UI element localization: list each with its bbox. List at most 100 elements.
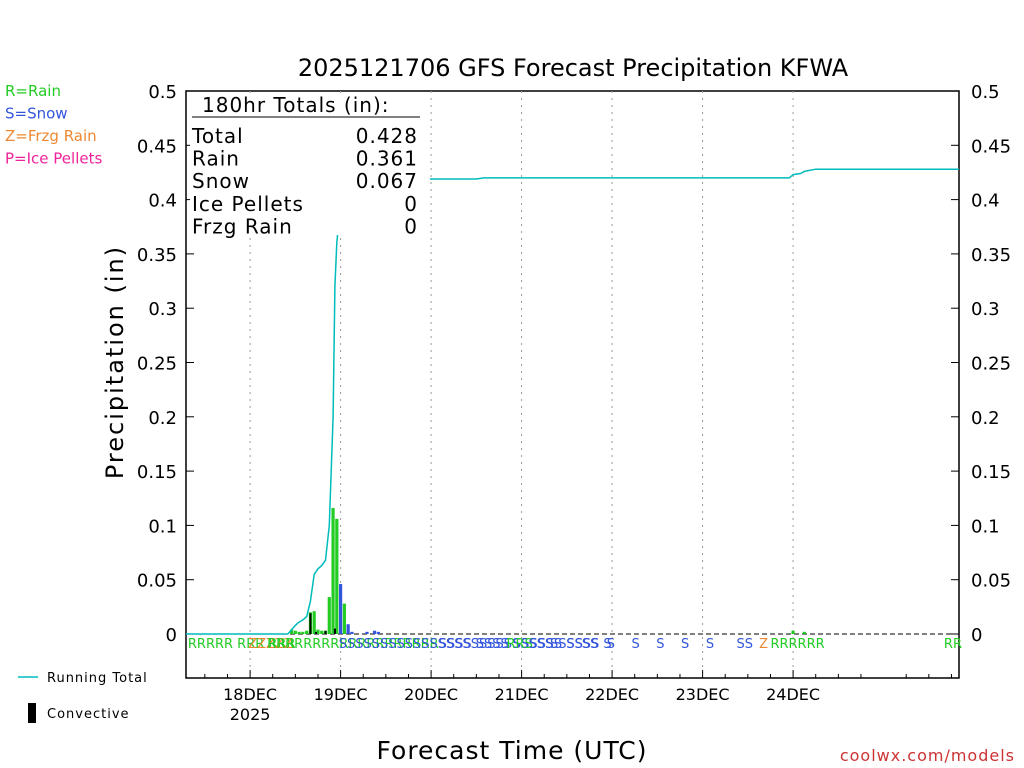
precip-bar xyxy=(301,631,305,634)
y-tick-label: 0 xyxy=(971,625,982,646)
precip-type-letters: RRRRRRRRRRRRRRRRRRR xyxy=(267,637,439,652)
totals-value: 0.428 xyxy=(356,124,418,148)
precip-type-letters: RRRRRR xyxy=(770,637,824,652)
precip-bar xyxy=(297,631,301,634)
y-tick-label: 0.25 xyxy=(971,354,1011,375)
x-tick-label: 19DEC xyxy=(314,685,368,704)
chart-title: 2025121706 GFS Forecast Precipitation KF… xyxy=(298,54,849,82)
running-total-line xyxy=(186,168,959,635)
precip-bar xyxy=(342,603,346,634)
y-tick-label: 0.15 xyxy=(137,462,177,483)
precip-type-letters: ZZZZZ xyxy=(248,637,293,652)
precip-bar xyxy=(365,631,369,634)
series-legend: Running Total Convective xyxy=(18,671,148,723)
y-tick-label: 0.1 xyxy=(971,516,1000,537)
y-tick-label: 0.5 xyxy=(148,82,177,103)
totals-label: Total xyxy=(191,124,244,148)
precip-bar xyxy=(293,630,297,634)
totals-value: 0.067 xyxy=(356,169,418,193)
y-axis-label: Precipitation (in) xyxy=(101,245,129,479)
convective-bar xyxy=(333,628,336,634)
legend-entry: P=Ice Pellets xyxy=(5,150,102,168)
precip-type-letters: SSSSSSSSSSSSSSSSSSSSSSSSSS xyxy=(339,637,554,652)
precip-type-letters: SS xyxy=(737,637,754,652)
precip-type-letters: SSSS SSSS S xyxy=(529,637,612,652)
precip-bar xyxy=(305,630,309,634)
precip-bar xyxy=(791,630,795,634)
convective-bar xyxy=(309,613,312,634)
y-tick-label: 0.1 xyxy=(148,516,177,537)
y-tick-label: 0.05 xyxy=(971,571,1011,592)
y-tick-label: 0.45 xyxy=(137,136,177,157)
precip-bar xyxy=(331,508,335,634)
legend-entry: R=Rain xyxy=(5,82,61,100)
precip-bar xyxy=(802,631,806,634)
precip-bar xyxy=(320,630,324,634)
precip-bar xyxy=(339,584,343,634)
precip-type-letters: SSSS SSSS SSSS SSSS xyxy=(439,637,583,652)
precip-bar xyxy=(316,629,320,634)
x-tick-label: 24DEC xyxy=(766,685,820,704)
y-tick-label: 0.35 xyxy=(971,245,1011,266)
convective-bar xyxy=(315,631,318,634)
precip-bar xyxy=(335,518,339,634)
y-tick-label: 0.15 xyxy=(971,462,1011,483)
precip-bar xyxy=(312,611,316,634)
precip-type-letters: RR xyxy=(944,637,962,652)
convective-swatch xyxy=(28,703,36,723)
x-tick-label: 18DEC xyxy=(223,685,277,704)
x-tick-label: 20DEC xyxy=(404,685,458,704)
totals-value: 0 xyxy=(404,192,418,216)
y-tick-label: 0 xyxy=(166,625,177,646)
legend-convective: Convective xyxy=(47,707,130,722)
y-tick-label: 0.5 xyxy=(971,82,1000,103)
totals-label: Ice Pellets xyxy=(192,192,304,216)
precip-type-legend: R=Rain S=Snow Z=Frzg Rain P=Ice Pellets xyxy=(5,82,102,168)
precip-bar xyxy=(350,631,354,634)
totals-header: 180hr Totals (in): xyxy=(202,93,390,117)
legend-entry: S=Snow xyxy=(5,105,68,123)
plot-frame xyxy=(185,90,960,679)
y-axis-right: 0 0.05 0.1 0.15 0.2 0.25 0.3 0.35 0.4 0.45 0.5 xyxy=(951,82,1011,646)
precip-bar xyxy=(289,629,294,634)
convective-bar xyxy=(324,630,327,634)
credit-text: coolwx.com/models xyxy=(840,746,1015,765)
x-axis-label: Forecast Time (UTC) xyxy=(377,736,648,765)
x-tick-label: 22DEC xyxy=(585,685,639,704)
y-tick-label: 0.3 xyxy=(971,299,1000,320)
y-tick-label: 0.4 xyxy=(148,191,177,212)
y-tick-label: 0.45 xyxy=(971,136,1011,157)
y-axis-left: 0 0.05 0.1 0.15 0.2 0.25 0.3 0.35 0.4 0.45 0.5 xyxy=(137,82,194,646)
totals-label: Rain xyxy=(192,147,240,171)
precip-type-letters: Z xyxy=(759,637,768,652)
totals-box: 180hr Totals (in): Total 0.428 Rain 0.361 Sn… xyxy=(190,93,430,238)
totals-value: 0 xyxy=(404,214,418,238)
precip-type-row: RRRRR RRR RRRZZZZZRRRRRRRRRRRRRRRRRRRSSS… xyxy=(188,637,962,652)
precip-bars xyxy=(289,508,806,634)
precip-bar xyxy=(327,597,331,634)
y-tick-label: 0.4 xyxy=(971,191,1000,212)
precip-type-letters: SS S S S S S xyxy=(582,637,714,652)
legend-running-total: Running Total xyxy=(47,671,148,686)
y-tick-label: 0.2 xyxy=(971,408,1000,429)
precip-bar xyxy=(376,631,380,634)
convective-bars xyxy=(309,613,336,634)
y-tick-label: 0.3 xyxy=(148,299,177,320)
x-tick-label: 21DEC xyxy=(495,685,549,704)
totals-label: Frzg Rain xyxy=(192,214,293,238)
totals-value: 0.361 xyxy=(356,147,418,171)
totals-label: Snow xyxy=(192,169,250,193)
y-tick-label: 0.05 xyxy=(137,571,177,592)
precip-type-letters: RRRRR RRR RRR xyxy=(188,637,296,652)
y-tick-label: 0.35 xyxy=(137,245,177,266)
precip-type-letters: RRS xyxy=(507,637,533,652)
y-tick-label: 0.25 xyxy=(137,354,177,375)
y-tick-label: 0.2 xyxy=(148,408,177,429)
x-tick-sublabel: 2025 xyxy=(230,705,271,724)
legend-entry: Z=Frzg Rain xyxy=(5,127,97,145)
precip-bar xyxy=(372,630,377,634)
precip-bar xyxy=(346,624,350,634)
x-tick-label: 23DEC xyxy=(676,685,730,704)
